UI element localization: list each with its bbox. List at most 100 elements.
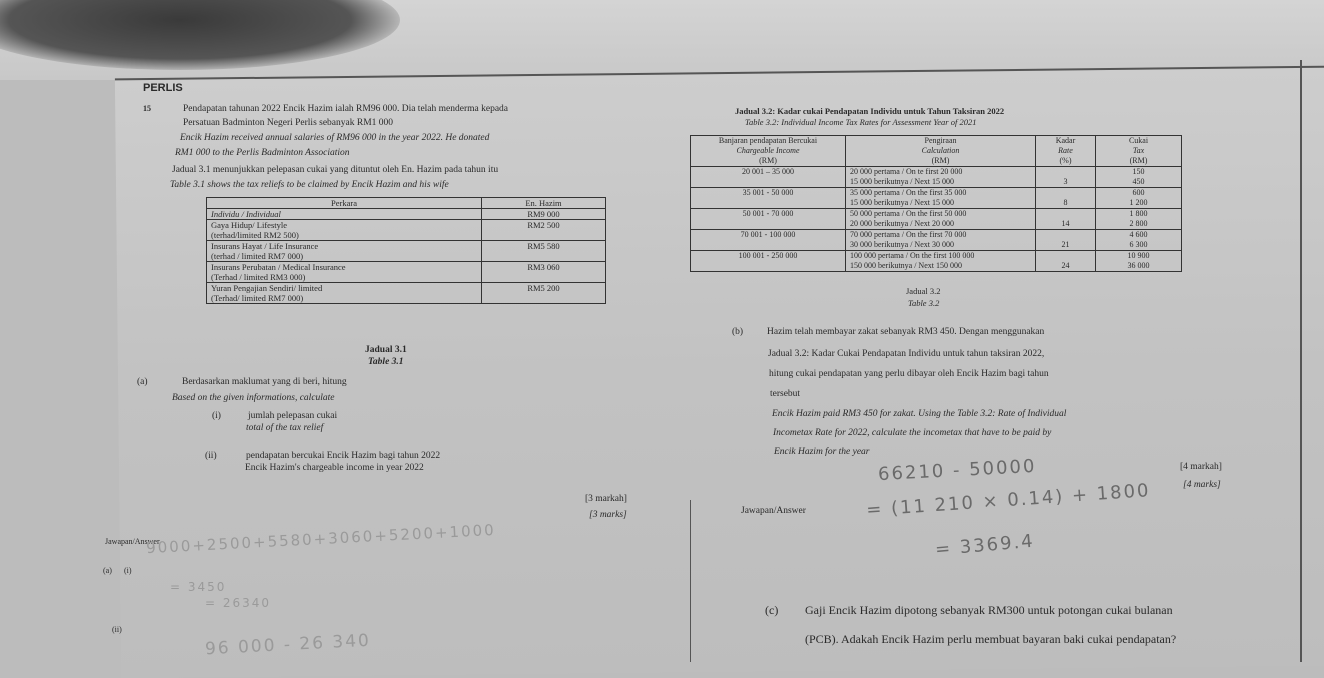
answer-sub-label: (i) [124,566,132,575]
table-caption: Jadual 3.2 [906,286,941,296]
intro-en-3: Table 3.1 shows the tax reliefs to be cl… [170,180,449,190]
calc: 30 000 berikutnya / Next 30 000 [850,240,954,249]
item-limit: (terhad / limited RM7 000) [211,251,304,261]
part-label: (a) [137,377,148,387]
intro-ms-2: Persatuan Badminton Negeri Perlis sebany… [183,118,394,128]
part-a-en: Based on the given informations, calcula… [172,393,335,403]
part-a-i-en: total of the tax relief [246,423,324,433]
table-row: 35 001 - 50 000 35 000 pertama / On the f… [690,187,1182,209]
income-range: 35 001 - 50 000 [690,187,846,209]
part-b-text-en: Incometax Rate for 2022, calculate the i… [773,428,1052,438]
intro-en-2: RM1 000 to the Perlis Badminton Associat… [175,148,350,158]
calc: 15 000 berikutnya / Next 15 000 [850,198,954,207]
rate: 21 [1035,229,1096,251]
income-range: 20 001 – 35 000 [690,166,846,188]
tax: 600 [1132,188,1145,197]
col-header-en: Calculation [921,146,960,155]
intro-ms-1: Pendapatan tahunan 2022 Encik Hazim iala… [183,104,509,114]
col-header: Pengiraan [924,136,957,145]
tax: 1 800 [1129,209,1148,218]
col-unit: (%) [1059,156,1072,165]
tax: 1 200 [1129,198,1148,207]
income-range: 70 001 - 100 000 [690,229,846,251]
calc: 20 000 berikutnya / Next 20 000 [850,219,954,228]
part-a-ii-en: Encik Hazim's chargeable income in year … [245,463,424,473]
marks: [3 markah] [585,494,627,504]
tax: 36 000 [1127,261,1150,270]
handwritten-answer: = 3450 [170,580,227,594]
value: RM9 000 [481,208,606,220]
table-caption: Table 3.2 [908,298,940,308]
rate: 14 [1035,208,1096,230]
sub-label: (i) [212,411,221,421]
table-title: Table 3.2: Individual Income Tax Rates f… [745,117,977,127]
calc: 100 000 pertama / On the first 100 000 [850,251,975,260]
question-number: 15 [143,104,151,113]
col-unit: (RM) [931,156,950,165]
item: Insurans Perubatan / Medical Insurance [211,262,346,272]
rate: 3 [1035,166,1096,188]
tax: 150 [1132,167,1145,176]
col-header-en: Rate [1058,146,1073,155]
calc: 70 000 pertama / On the first 70 000 [850,230,967,239]
table-row: Insurans Perubatan / Medical Insurance (T… [206,261,606,283]
part-a-ms: Berdasarkan maklumat yang di beri, hitun… [182,377,347,387]
calc: 150 000 berikutnya / Next 150 000 [850,261,962,270]
col-header-en: Chargeable Income [736,146,800,155]
part-b-text: Hazim telah membayar zakat sebanyak RM3 … [767,327,1045,337]
calc: 50 000 pertama / On the first 50 000 [850,209,967,218]
marks: [4 marks] [1183,480,1221,490]
answer-sub-label: (ii) [112,625,122,634]
col-header: Banjaran pendapatan Bercukai [718,136,818,145]
tax: 4 600 [1129,230,1148,239]
table-caption: Jadual 3.1 [365,345,407,355]
income-range: 50 001 - 70 000 [690,208,846,230]
answer-part-label: (a) [103,566,112,575]
calc: 15 000 berikutnya / Next 15 000 [850,177,954,186]
sub-label: (ii) [205,451,217,461]
col-header: Cukai [1128,136,1149,145]
rate: 8 [1035,187,1096,209]
table-row: Individu / Individual RM9 000 [206,208,606,220]
tax: 450 [1132,177,1145,186]
item-limit: (Terhad/ limited RM7 000) [211,293,304,303]
col-header: Kadar [1055,136,1076,145]
part-b-text-en: Encik Hazim paid RM3 450 for zakat. Usin… [772,409,1067,419]
value: RM2 500 [481,219,606,241]
tax: 2 800 [1129,219,1148,228]
part-b-text: hitung cukai pendapatan yang perlu dibay… [769,369,1049,379]
part-b-text: tersebut [770,389,801,399]
table-3-2: Banjaran pendapatan Bercukai Chargeable I… [690,135,1182,272]
value: RM3 060 [481,261,606,283]
part-b-text: Jadual 3.2: Kadar Cukai Pendapatan Indiv… [768,349,1045,359]
value: RM5 200 [481,282,606,304]
item-limit: (Terhad / limited RM3 000) [211,272,306,282]
col-unit: (RM) [759,156,777,165]
col-header: Perkara [206,197,482,209]
handwritten-answer: = 26340 [205,596,272,610]
page-edge [1300,60,1302,662]
table-row: 70 001 - 100 000 70 000 pertama / On the … [690,229,1182,251]
table-title: Jadual 3.2: Kadar cukai Pendapatan Indiv… [735,106,1005,116]
item: Yuran Pengajian Sendiri/ limited [211,283,323,293]
value: RM5 580 [481,240,606,262]
part-c-text: Gaji Encik Hazim dipotong sebanyak RM300… [805,603,1173,617]
col-header: En. Hazim [481,197,606,209]
region-label: PERLIS [143,82,183,94]
table-row: Yuran Pengajian Sendiri/ limited (Terhad/… [206,282,606,304]
part-b-text-en: Encik Hazim for the year [774,447,870,457]
part-c-text: (PCB). Adakah Encik Hazim perlu membuat … [805,632,1177,646]
marks: [4 markah] [1180,462,1222,472]
table-row: 50 001 - 70 000 50 000 pertama / On the f… [690,208,1182,230]
tax: 6 300 [1129,240,1148,249]
marks: [3 marks] [589,510,627,520]
table-row: 100 001 - 250 000 100 000 pertama / On th… [690,250,1182,272]
item: Individu / Individual [211,209,281,219]
item: Gaya Hidup/ Lifestyle [211,220,288,230]
table-row: 20 001 – 35 000 20 000 pertama / On te fi… [690,166,1182,188]
col-unit: (RM) [1129,156,1148,165]
intro-ms-3: Jadual 3.1 menunjukkan pelepasan cukai y… [172,165,499,175]
answer-label: Jawapan/Answer [741,506,806,516]
column-divider [690,500,691,662]
calc: 20 000 pertama / On te first 20 000 [850,167,963,176]
